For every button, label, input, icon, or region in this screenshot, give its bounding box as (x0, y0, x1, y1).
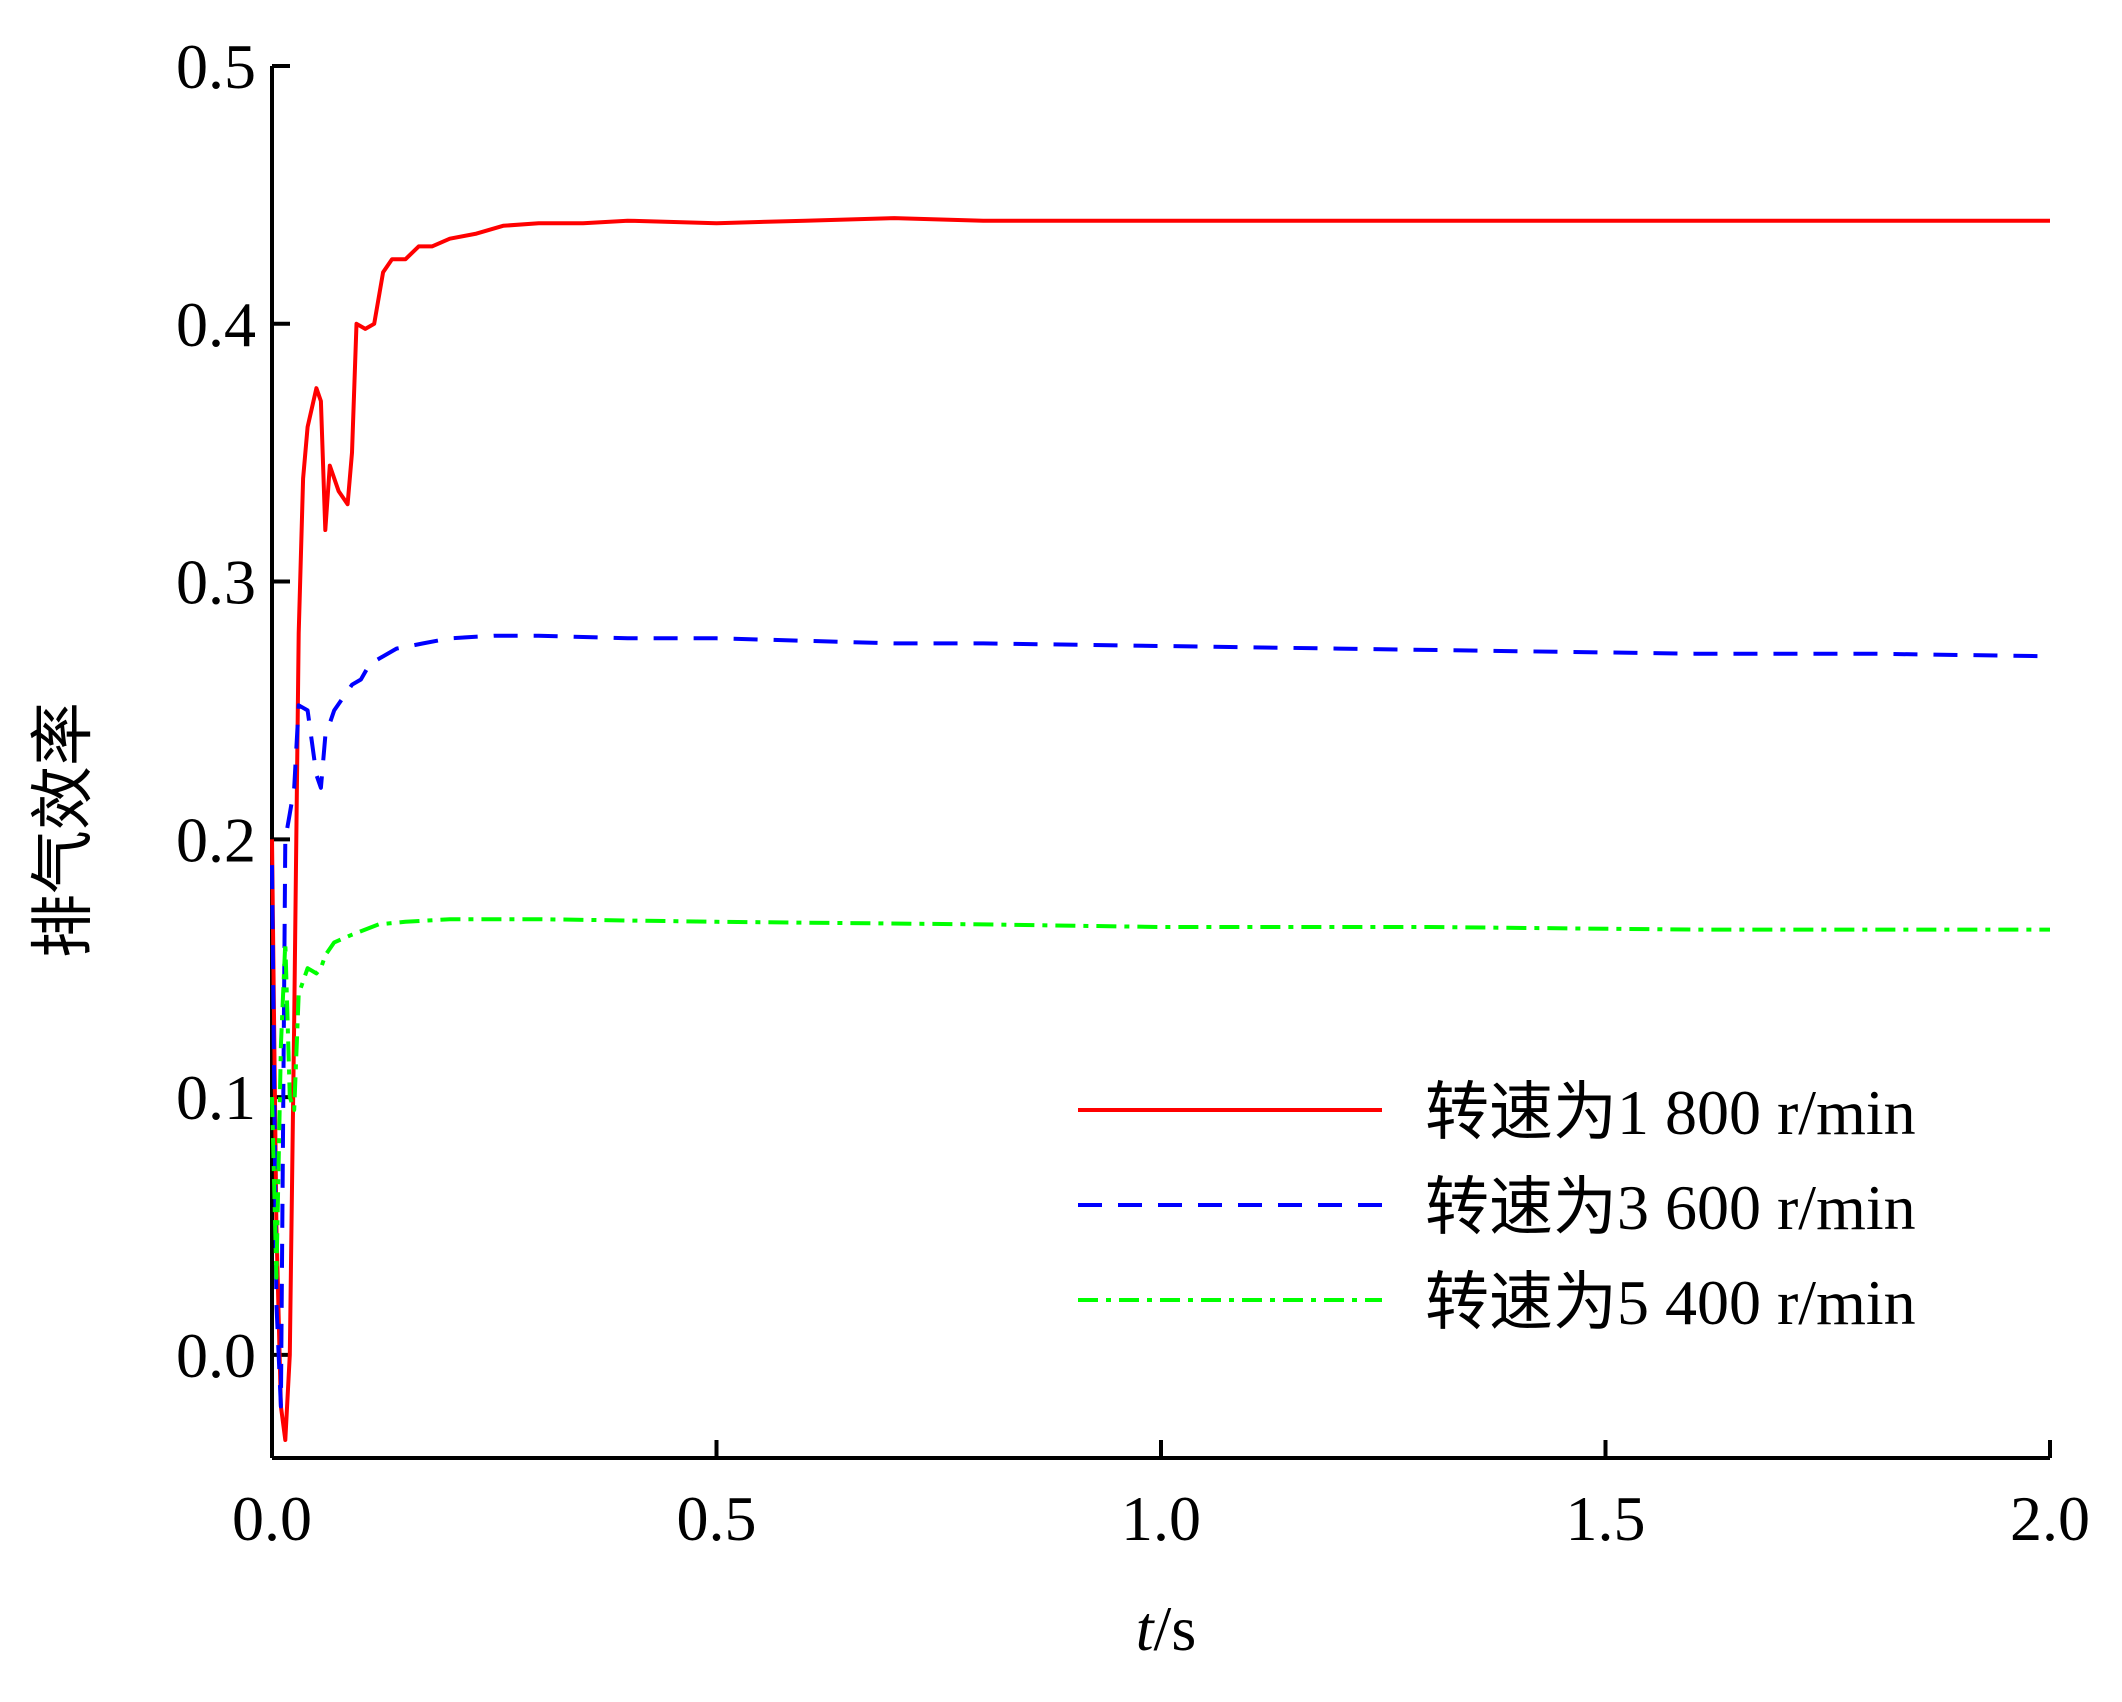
y-axis-label: 排气效率 (28, 702, 99, 958)
series-layer (270, 216, 2051, 1442)
x-axis-label-var: t (1136, 1593, 1156, 1664)
x-axis-label-unit: /s (1154, 1593, 1197, 1664)
y-tick-label: 0.0 (176, 1320, 256, 1391)
y-tick-label: 0.5 (176, 31, 256, 102)
x-tick-label: 0.5 (677, 1483, 757, 1554)
legend-label-3: 转速为5 400 r/min (1425, 1267, 1916, 1338)
x-tick-label: 2.0 (2010, 1483, 2090, 1554)
y-tick-label: 0.3 (176, 547, 256, 618)
series-line-3 (270, 917, 2050, 1280)
x-tick-label: 0.0 (232, 1483, 312, 1554)
legend-label-2: 转速为3 600 r/min (1425, 1172, 1916, 1243)
series-line-2 (270, 633, 2051, 1409)
legend-label-1: 转速为1 800 r/min (1425, 1077, 1916, 1148)
x-axis-label: t/s (1136, 1593, 1196, 1664)
y-tick-label: 0.1 (176, 1062, 256, 1133)
x-tick-label: 1.0 (1121, 1483, 1201, 1554)
x-tick-label: 1.5 (1566, 1483, 1646, 1554)
axes: 0.0 0.1 0.2 0.3 0.4 0.5 0.0 0.5 1.0 1.5 2.0 (176, 31, 2090, 1554)
legend: 转速为1 800 r/min 转速为3 600 r/min 转速为5 400 r/m… (1078, 1077, 1916, 1338)
y-tick-label: 0.2 (176, 804, 256, 875)
y-tick-label: 0.4 (176, 289, 256, 360)
series-line-1 (270, 216, 2050, 1442)
